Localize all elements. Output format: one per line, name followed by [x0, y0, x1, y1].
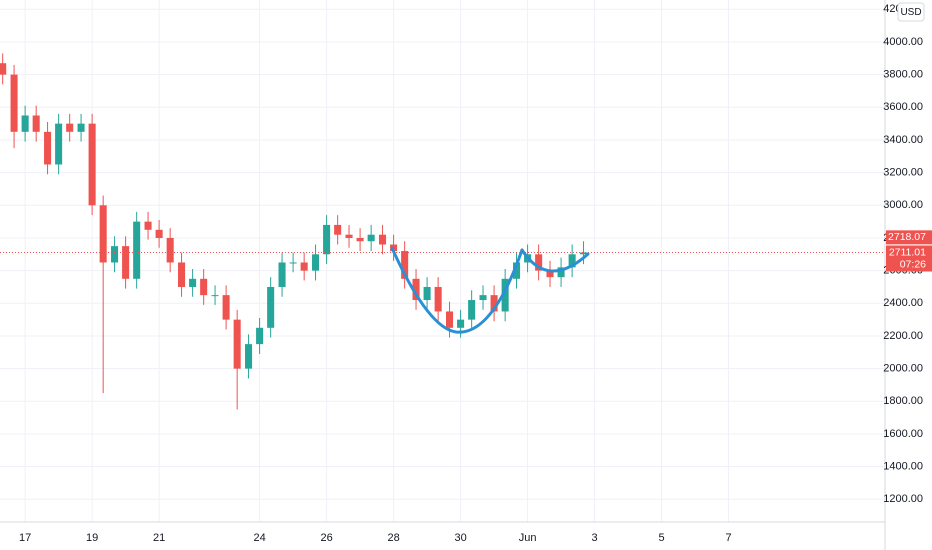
y-tick-label: 2200.00 — [883, 330, 923, 342]
candle-body — [289, 262, 297, 264]
candle-body — [32, 115, 40, 132]
candle-body — [568, 254, 576, 268]
candle-body — [233, 319, 241, 369]
candle-body — [457, 319, 465, 328]
candles — [0, 53, 885, 410]
candle-body — [401, 251, 409, 279]
grid — [0, 0, 885, 522]
x-tick-label: 3 — [592, 532, 598, 544]
x-tick-label: 5 — [659, 532, 665, 544]
y-tick-label: 1600.00 — [883, 428, 923, 440]
candle-body — [412, 278, 420, 301]
candle-body — [77, 123, 85, 132]
candle-body — [0, 63, 7, 75]
candle-body — [379, 234, 387, 245]
candle-body — [178, 262, 186, 287]
y-tick-label: 2000.00 — [883, 363, 923, 375]
pattern-curve — [520, 248, 590, 273]
candle-body — [367, 234, 375, 242]
candle-body — [44, 131, 52, 165]
candle-body — [21, 115, 29, 132]
candle-body — [490, 295, 498, 312]
y-tick-label: 1800.00 — [883, 395, 923, 407]
candle-body — [211, 295, 219, 297]
pattern-curve — [390, 246, 524, 334]
marker-price-box — [886, 230, 932, 245]
y-tick-label: 3400.00 — [883, 134, 923, 146]
x-tick-label: 26 — [320, 532, 332, 544]
candle-body — [245, 344, 253, 369]
candle-body — [155, 229, 163, 238]
candle-body — [111, 246, 119, 263]
candle-body — [10, 74, 18, 132]
candle-body — [133, 221, 141, 279]
y-tick-label: 4000.00 — [883, 36, 923, 48]
candle-body — [423, 286, 431, 301]
candle-body — [512, 262, 521, 279]
candle-body — [434, 286, 442, 312]
y-tick-label: 3000.00 — [883, 199, 923, 211]
candle-body — [300, 262, 308, 271]
x-tick-label: 24 — [253, 532, 265, 544]
y-tick-label: 3200.00 — [883, 167, 923, 179]
candle-body — [535, 254, 543, 271]
candle-body — [546, 270, 554, 278]
x-tick-label: 17 — [19, 532, 31, 544]
x-tick-label: 21 — [153, 532, 165, 544]
last-price-box — [886, 245, 932, 272]
y-tick-label: 3600.00 — [883, 101, 923, 113]
candle-body — [557, 267, 565, 278]
candle-body — [446, 311, 454, 328]
x-tick-label: 7 — [726, 532, 732, 544]
candle-body — [468, 300, 476, 320]
candle-body — [312, 254, 320, 271]
candle-body — [579, 252, 588, 255]
last-price-label: 2711.01 — [889, 246, 926, 258]
y-tick-label: 1400.00 — [883, 461, 923, 473]
x-tick-label: 28 — [387, 532, 399, 544]
candle-body — [55, 123, 63, 165]
candle-body — [278, 262, 286, 287]
candle-body — [479, 295, 487, 301]
candle-body — [189, 278, 197, 287]
candle-body — [323, 224, 331, 255]
candle-body — [256, 327, 264, 345]
candle-body — [88, 123, 96, 206]
x-tick-label: 30 — [454, 532, 466, 544]
candle-body — [99, 205, 107, 263]
countdown-label: 07:26 — [900, 258, 926, 270]
candle-body — [144, 221, 152, 230]
candle-body — [356, 237, 364, 242]
candle-body — [66, 123, 74, 132]
x-tick-label: 19 — [86, 532, 98, 544]
candle-body — [501, 278, 509, 312]
currency-box[interactable] — [897, 2, 925, 22]
currency-label[interactable]: USD — [900, 7, 921, 18]
y-tick-label: 2400.00 — [883, 297, 923, 309]
x-tick-label: Jun — [519, 532, 537, 544]
candle-body — [345, 234, 353, 238]
candle-body — [122, 246, 130, 279]
candle-body — [222, 295, 230, 320]
candle-body — [390, 244, 398, 252]
axes: 1200.00 1400.00 1600.00 1800.00 2000.00 2200.… — [19, 3, 932, 544]
marker-price-label: 2718.07 — [888, 231, 926, 243]
candle-body — [200, 278, 208, 296]
y-tick-label: 3800.00 — [883, 69, 923, 81]
candle-body — [334, 224, 342, 235]
candle-body — [166, 237, 174, 263]
candle-body — [267, 286, 275, 328]
y-tick-label: 1200.00 — [883, 493, 923, 505]
